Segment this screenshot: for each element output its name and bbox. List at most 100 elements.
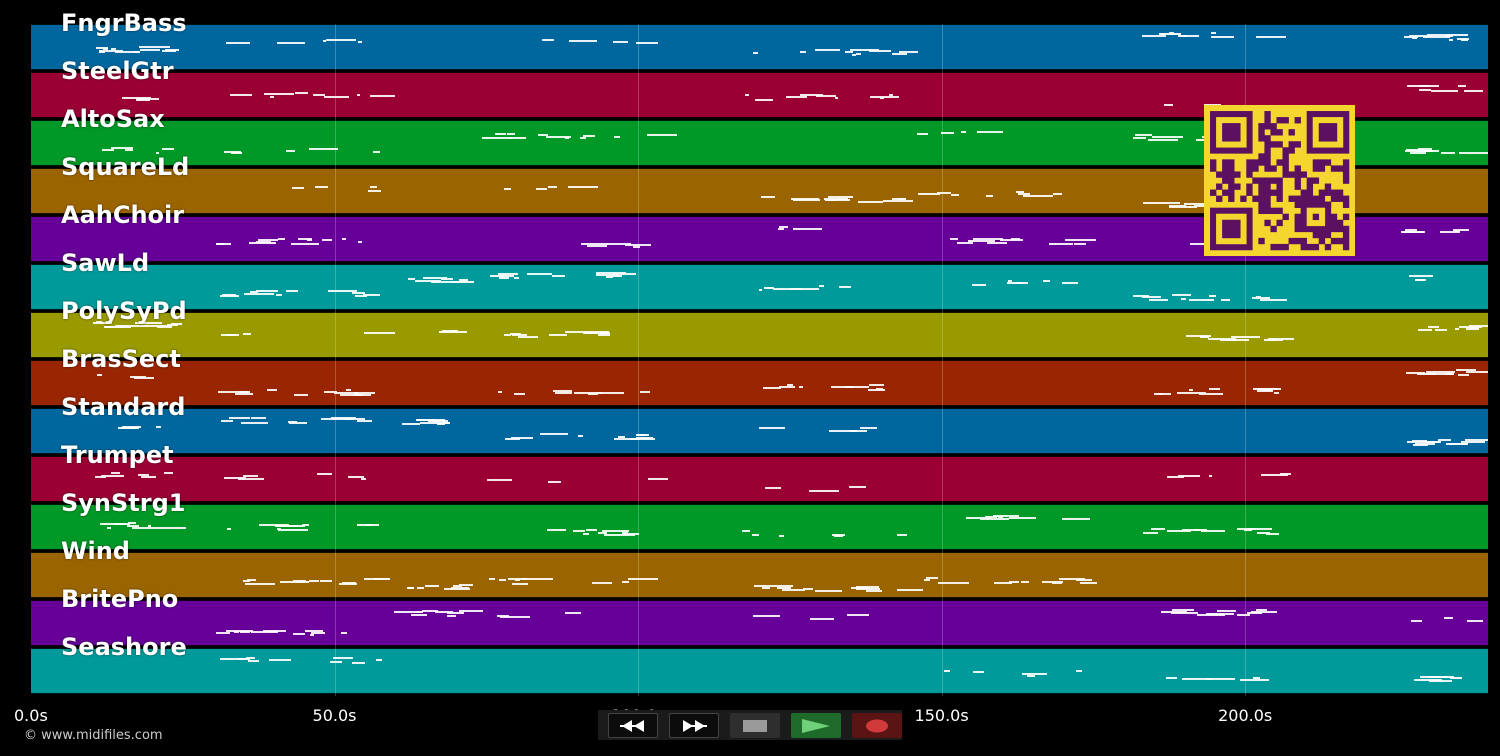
- note-mark: [799, 386, 803, 388]
- note-mark: [355, 295, 367, 297]
- note-mark: [231, 152, 243, 154]
- record-button[interactable]: [852, 713, 902, 738]
- note-mark: [1182, 678, 1213, 680]
- note-mark: [251, 631, 278, 633]
- track-label: SawLd: [61, 249, 150, 277]
- note-mark: [102, 149, 114, 151]
- note-mark: [859, 427, 877, 429]
- note-mark: [139, 46, 170, 48]
- fast-forward-button[interactable]: [669, 713, 719, 738]
- note-mark: [306, 239, 312, 241]
- note-mark: [944, 670, 950, 672]
- note-mark: [509, 137, 527, 139]
- note-mark: [972, 284, 987, 286]
- note-mark: [438, 331, 468, 333]
- note-mark: [237, 478, 245, 480]
- note-mark: [846, 614, 870, 616]
- note-mark: [888, 94, 893, 96]
- note-mark: [857, 201, 884, 203]
- track-lane[interactable]: [31, 360, 1488, 406]
- note-mark: [758, 289, 763, 291]
- note-mark: [816, 95, 836, 97]
- note-mark: [170, 323, 183, 325]
- track-lane[interactable]: [31, 456, 1488, 502]
- note-mark: [632, 246, 640, 248]
- note-mark: [1074, 243, 1086, 245]
- note-mark: [276, 42, 306, 44]
- note-mark: [753, 615, 780, 617]
- stop-square-icon: [743, 719, 767, 732]
- rewind-button[interactable]: [608, 713, 658, 738]
- note-mark: [357, 94, 361, 96]
- note-mark: [340, 394, 371, 396]
- note-mark: [597, 532, 607, 534]
- track-lane[interactable]: [31, 24, 1488, 70]
- track-lane[interactable]: [31, 552, 1488, 598]
- note-mark: [1413, 444, 1428, 446]
- note-mark: [764, 487, 782, 489]
- note-mark: [764, 287, 771, 289]
- note-mark: [1246, 612, 1262, 614]
- track-lane[interactable]: [31, 504, 1488, 550]
- track-lane[interactable]: [31, 264, 1488, 310]
- note-mark: [433, 420, 448, 422]
- note-mark: [993, 582, 1012, 584]
- note-mark: [585, 529, 598, 531]
- note-mark: [515, 579, 520, 581]
- note-mark: [1199, 336, 1209, 338]
- stop-button[interactable]: [730, 713, 780, 738]
- note-mark: [333, 657, 353, 659]
- note-mark: [133, 377, 155, 379]
- note-mark: [1132, 295, 1149, 297]
- note-mark: [555, 392, 572, 394]
- note-mark: [880, 97, 885, 99]
- note-mark: [1189, 389, 1194, 391]
- note-mark: [268, 659, 291, 661]
- track-lane[interactable]: [31, 648, 1488, 694]
- note-mark: [518, 336, 538, 338]
- track-lane[interactable]: [31, 408, 1488, 454]
- note-mark: [1440, 231, 1461, 233]
- note-mark: [595, 272, 627, 274]
- note-mark: [158, 527, 186, 529]
- note-mark: [246, 657, 256, 659]
- transport-bar: [598, 710, 902, 740]
- track-lane[interactable]: [31, 600, 1488, 646]
- note-mark: [790, 198, 820, 200]
- note-mark: [1210, 36, 1235, 38]
- note-mark: [1449, 677, 1463, 679]
- note-mark: [243, 333, 252, 335]
- note-mark: [800, 51, 806, 53]
- note-mark: [869, 50, 891, 52]
- note-mark: [127, 522, 137, 524]
- note-mark: [140, 476, 156, 478]
- note-mark: [1420, 676, 1449, 678]
- note-mark: [322, 40, 326, 42]
- note-mark: [416, 587, 425, 589]
- note-mark: [305, 630, 324, 632]
- note-mark: [113, 523, 125, 525]
- note-mark: [1256, 609, 1267, 611]
- note-mark: [295, 92, 309, 94]
- note-mark: [1183, 35, 1200, 37]
- note-mark: [110, 147, 134, 149]
- note-mark: [1052, 582, 1062, 584]
- timeline[interactable]: [31, 24, 1488, 696]
- note-mark: [1022, 195, 1053, 197]
- note-mark: [308, 148, 338, 150]
- note-mark: [548, 186, 558, 188]
- note-mark: [1195, 139, 1204, 141]
- note-mark: [121, 427, 131, 429]
- note-mark: [778, 386, 796, 388]
- note-mark: [1161, 611, 1188, 613]
- note-mark: [507, 133, 516, 135]
- note-mark: [891, 53, 908, 55]
- note-mark: [582, 135, 595, 137]
- note-mark: [487, 479, 512, 481]
- note-mark: [1438, 439, 1451, 441]
- note-mark: [1022, 673, 1048, 675]
- note-mark: [1080, 582, 1097, 584]
- play-button[interactable]: [791, 713, 841, 738]
- note-mark: [839, 286, 851, 288]
- track-lane[interactable]: [31, 312, 1488, 358]
